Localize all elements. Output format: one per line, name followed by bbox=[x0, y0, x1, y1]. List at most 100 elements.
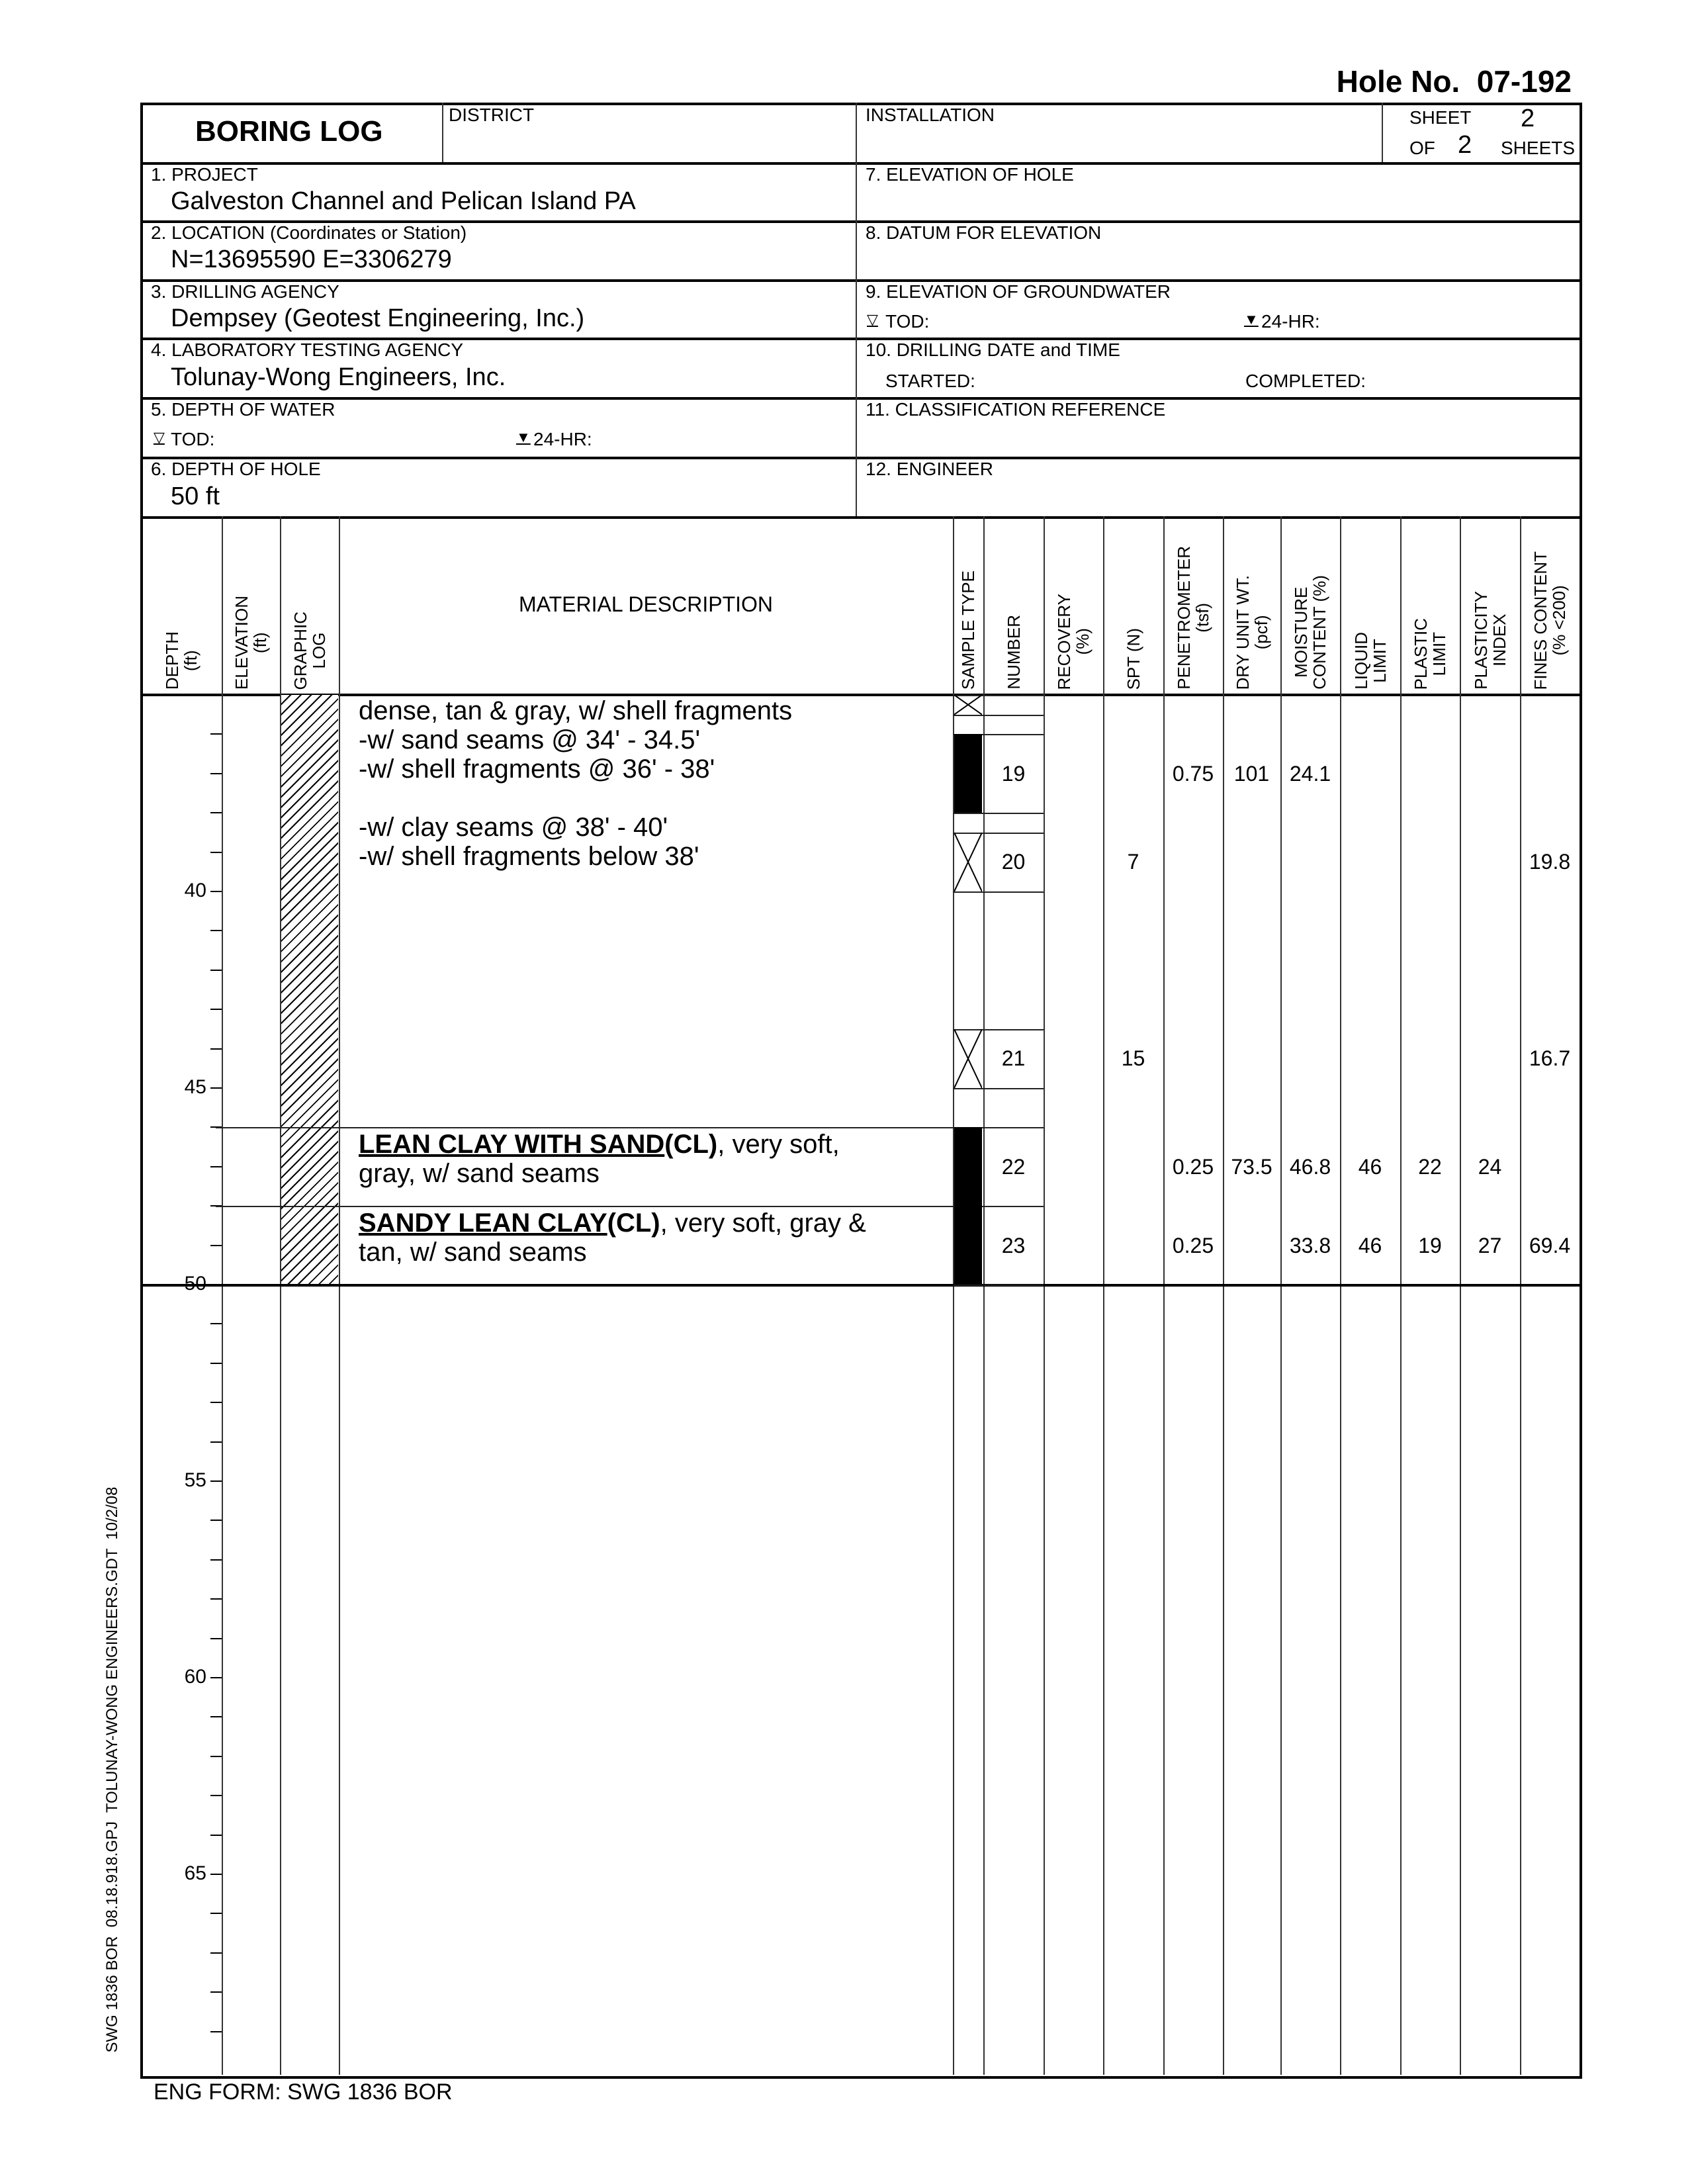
column-header-fines: FINES CONTENT (% <200) bbox=[1520, 519, 1580, 690]
layer-name: SANDY LEAN CLAY bbox=[359, 1208, 607, 1238]
project-value: Galveston Channel and Pelican Island PA bbox=[171, 187, 636, 215]
column-header-label: FINES CONTENT (% <200) bbox=[1531, 551, 1569, 690]
sample-boundary bbox=[953, 734, 1044, 736]
side-note: SWG 1836 BOR 08.18.918.GPJ TOLUNAY-WONG … bbox=[103, 1486, 121, 2053]
column-header-number: NUMBER bbox=[983, 519, 1044, 690]
column-header-label: SAMPLE TYPE bbox=[958, 570, 978, 690]
sample-plasticity-index: 27 bbox=[1478, 1233, 1502, 1257]
drilling-agency-value: Dempsey (Geotest Engineering, Inc.) bbox=[171, 304, 585, 332]
depth-tick bbox=[210, 1165, 222, 1167]
column-header-liquid_limit: LIQUID LIMIT bbox=[1340, 519, 1400, 690]
description-line: tan, w/ sand seams bbox=[359, 1238, 587, 1267]
water-24hr-icon: ▼ bbox=[1244, 311, 1259, 328]
completed-label: COMPLETED: bbox=[1245, 371, 1366, 391]
depth-tick bbox=[210, 1952, 222, 1954]
layer-name: LEAN CLAY WITH SAND bbox=[359, 1130, 665, 1160]
column-divider bbox=[983, 516, 985, 2075]
divider bbox=[140, 279, 1580, 282]
layer-symbol: (CL) bbox=[607, 1208, 660, 1238]
depth-tick bbox=[210, 1441, 222, 1443]
depth-water-tod: TOD: bbox=[171, 429, 215, 449]
sample-dry-unit-wt: 73.5 bbox=[1231, 1154, 1272, 1179]
depth-tick bbox=[210, 1520, 222, 1522]
column-header-label: MATERIAL DESCRIPTION bbox=[518, 592, 774, 616]
hole-number: Hole No. 07-192 bbox=[1336, 64, 1572, 99]
column-divider bbox=[1400, 516, 1402, 2075]
sample-boundary bbox=[953, 1028, 1044, 1030]
elevation-hole-label: 7. ELEVATION OF HOLE bbox=[866, 164, 1074, 185]
depth-tick bbox=[210, 1834, 222, 1836]
split-spoon-sample-icon bbox=[954, 695, 982, 715]
sheets-label: SHEETS bbox=[1501, 138, 1576, 158]
split-spoon-sample-icon bbox=[954, 1028, 982, 1088]
sample-number: 21 bbox=[1001, 1046, 1026, 1071]
datum-label: 8. DATUM FOR ELEVATION bbox=[866, 222, 1102, 243]
depth-water-label: 5. DEPTH OF WATER bbox=[151, 399, 335, 420]
installation-label: INSTALLATION bbox=[866, 105, 995, 125]
column-divider bbox=[339, 516, 340, 2075]
depth-tick bbox=[210, 1048, 222, 1050]
layer-boundary bbox=[216, 1127, 953, 1129]
column-header-spt: SPT (N) bbox=[1103, 519, 1163, 690]
column-header-graphic: GRAPHIC LOG bbox=[280, 519, 339, 690]
divider bbox=[140, 220, 1580, 223]
column-divider bbox=[280, 516, 281, 2075]
sample-dry-unit-wt: 101 bbox=[1233, 761, 1270, 786]
water-tod-icon: ▽ bbox=[867, 311, 878, 328]
column-header-label: NUMBER bbox=[1003, 615, 1024, 690]
column-header-label: MOISTURE CONTENT (%) bbox=[1291, 575, 1329, 690]
description-line: -w/ shell fragments below 38' bbox=[359, 842, 699, 871]
divider bbox=[140, 694, 1580, 696]
divider bbox=[140, 162, 1580, 165]
depth-hole-value: 50 ft bbox=[171, 482, 220, 510]
column-header-sample_type: SAMPLE TYPE bbox=[953, 519, 983, 690]
form-frame bbox=[140, 103, 1582, 2079]
split-spoon-sample-icon bbox=[954, 832, 982, 891]
sample-moisture: 46.8 bbox=[1289, 1154, 1331, 1179]
divider bbox=[856, 103, 857, 516]
sample-penetrometer: 0.25 bbox=[1172, 1154, 1214, 1179]
column-header-depth: DEPTH (ft) bbox=[140, 519, 222, 690]
divider bbox=[140, 397, 1580, 400]
depth-tick bbox=[210, 969, 222, 971]
column-header-label: DEPTH (ft) bbox=[161, 631, 201, 690]
sample-penetrometer: 0.25 bbox=[1172, 1233, 1214, 1257]
depth-label: 65 bbox=[184, 1862, 206, 1884]
column-header-penetrometer: PENETROMETER (tsf) bbox=[1163, 519, 1223, 690]
sheet-total: 2 bbox=[1458, 131, 1472, 159]
column-divider bbox=[222, 516, 223, 2075]
layer-boundary bbox=[216, 1206, 953, 1208]
layer-symbol: (CL) bbox=[664, 1130, 718, 1160]
divider bbox=[1382, 103, 1383, 162]
column-header-label: GRAPHIC LOG bbox=[290, 611, 329, 690]
column-divider bbox=[1223, 516, 1224, 2075]
sample-fines: 16.7 bbox=[1529, 1046, 1571, 1071]
column-header-label: ELEVATION (ft) bbox=[232, 595, 270, 690]
divider bbox=[140, 457, 1580, 459]
shelby-tube-sample-icon bbox=[954, 1127, 982, 1206]
sample-fines: 69.4 bbox=[1529, 1233, 1571, 1257]
depth-label: 40 bbox=[184, 880, 206, 901]
sample-liquid-limit: 46 bbox=[1358, 1233, 1382, 1257]
depth-tick bbox=[210, 1598, 222, 1600]
drilling-date-label: 10. DRILLING DATE and TIME bbox=[866, 340, 1120, 360]
sample-boundary bbox=[953, 1206, 1044, 1208]
project-label: 1. PROJECT bbox=[151, 164, 258, 185]
description-line: dense, tan & gray, w/ shell fragments bbox=[359, 696, 793, 725]
depth-hole-label: 6. DEPTH OF HOLE bbox=[151, 459, 321, 479]
depth-tick bbox=[210, 1795, 222, 1797]
groundwater-tod: TOD: bbox=[885, 311, 930, 332]
sheet-label: SHEET bbox=[1409, 107, 1472, 128]
column-header-label: PLASTIC LIMIT bbox=[1411, 617, 1449, 690]
water-24hr-icon: ▼ bbox=[516, 429, 531, 445]
column-divider bbox=[1340, 516, 1341, 2075]
location-value: N=13695590 E=3306279 bbox=[171, 246, 452, 273]
sample-boundary bbox=[953, 813, 1044, 815]
depth-tick bbox=[210, 1677, 222, 1678]
bottom-of-hole-line bbox=[140, 1284, 1580, 1287]
column-header-plasticity_index: PLASTICITY INDEX bbox=[1460, 519, 1520, 690]
depth-tick bbox=[210, 772, 222, 774]
shelby-tube-sample-icon bbox=[954, 1206, 982, 1285]
depth-label: 60 bbox=[184, 1666, 206, 1688]
sample-number: 20 bbox=[1001, 850, 1026, 874]
